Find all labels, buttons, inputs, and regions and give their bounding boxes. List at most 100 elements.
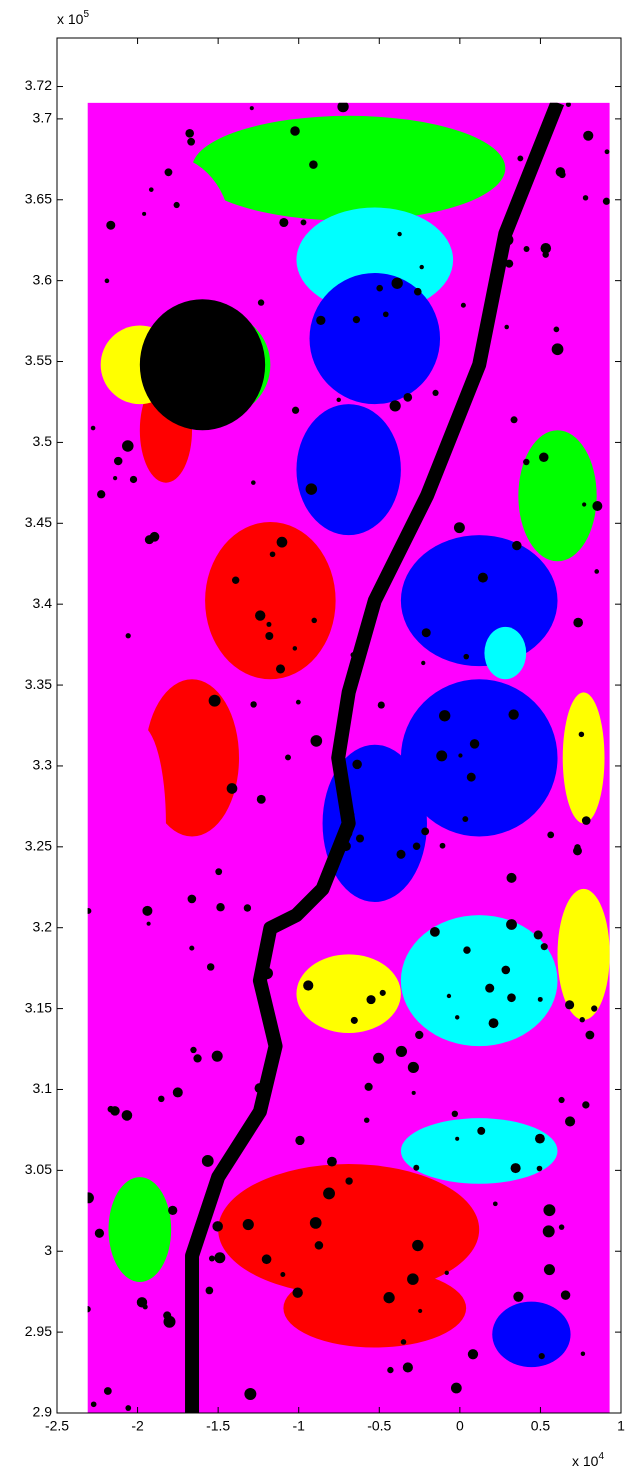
speckle — [122, 440, 134, 452]
speckle — [413, 842, 421, 850]
speckle — [535, 1134, 545, 1144]
speckle — [336, 398, 340, 402]
speckle — [561, 1290, 570, 1299]
class-region — [205, 522, 336, 679]
speckle — [581, 1352, 585, 1356]
speckle — [165, 168, 173, 176]
speckle — [605, 149, 610, 154]
speckle — [301, 219, 307, 225]
speckle — [295, 1136, 304, 1145]
classified-image — [83, 101, 610, 1413]
speckle — [544, 1264, 555, 1275]
speckle — [591, 1005, 597, 1011]
speckle — [541, 943, 548, 950]
speckle — [396, 1046, 407, 1057]
speckle — [341, 841, 351, 851]
speckle — [104, 1387, 112, 1395]
speckle — [83, 1192, 94, 1203]
y-tick-label: 3.5 — [33, 433, 53, 449]
speckle — [126, 633, 131, 638]
speckle — [467, 773, 476, 782]
speckle — [244, 904, 251, 911]
speckle — [262, 1254, 272, 1264]
y-tick-label: 3.05 — [25, 1161, 52, 1177]
speckle — [580, 1017, 585, 1022]
speckle — [353, 316, 360, 323]
page: {"chart_data": {"type": "image", "x_mult… — [0, 0, 626, 1474]
speckle — [257, 795, 266, 804]
speckle — [293, 646, 297, 650]
speckle — [309, 160, 318, 169]
speckle — [342, 828, 352, 838]
speckle — [552, 343, 564, 355]
speckle — [296, 700, 301, 705]
y-tick-label: 3.65 — [25, 190, 52, 206]
speckle — [311, 735, 323, 747]
speckle — [373, 1053, 384, 1064]
speckle — [451, 1383, 462, 1394]
speckle — [149, 187, 154, 192]
speckle — [311, 618, 317, 624]
speckle — [106, 221, 115, 230]
speckle — [517, 156, 523, 162]
speckle — [158, 1096, 164, 1102]
speckle — [461, 303, 466, 308]
speckle — [265, 632, 273, 640]
speckle — [250, 701, 256, 707]
speckle — [202, 1155, 214, 1167]
speckle — [585, 1031, 594, 1040]
speckle — [592, 501, 602, 511]
speckle — [366, 995, 375, 1004]
speckle — [507, 993, 516, 1002]
speckle — [542, 251, 548, 257]
speckle — [91, 1401, 97, 1407]
speckle — [316, 316, 325, 325]
class-region — [518, 430, 596, 561]
speckle — [258, 299, 264, 305]
speckle — [243, 1219, 254, 1230]
x-tick-label: -1 — [292, 1418, 305, 1434]
class-region — [558, 889, 610, 1020]
speckle — [403, 1362, 413, 1372]
speckle — [539, 1353, 545, 1359]
speckle — [418, 1309, 422, 1313]
speckle — [345, 1177, 352, 1184]
x-multiplier: x 104 — [572, 1451, 604, 1469]
speckle — [463, 654, 469, 660]
speckle — [125, 1405, 131, 1411]
speckle — [478, 573, 488, 583]
speckle — [173, 1087, 183, 1097]
speckle — [214, 1252, 225, 1263]
speckle — [383, 311, 389, 317]
class-region — [283, 1269, 466, 1348]
speckle — [292, 407, 299, 414]
speckle — [347, 811, 354, 818]
speckle — [187, 416, 195, 424]
speckle — [462, 816, 468, 822]
y-tick-label: 3.55 — [25, 352, 52, 368]
speckle — [108, 1106, 115, 1113]
speckle — [164, 1316, 176, 1328]
y-tick-label: 3.1 — [33, 1080, 53, 1096]
speckle — [356, 834, 364, 842]
speckle — [285, 754, 291, 760]
y-tick-label: 3.2 — [33, 918, 53, 934]
speckle — [130, 476, 137, 483]
speckle — [113, 476, 117, 480]
speckle — [511, 416, 518, 423]
class-region — [114, 725, 166, 922]
speckle — [255, 1083, 265, 1093]
speckle — [502, 234, 513, 245]
class-region — [109, 1177, 172, 1282]
y-tick-label: 3.45 — [25, 514, 52, 530]
speckle — [310, 1217, 322, 1229]
speckle — [422, 628, 431, 637]
speckle — [507, 873, 517, 883]
speckle — [603, 198, 610, 205]
speckle — [352, 760, 362, 770]
speckle — [421, 661, 425, 665]
class-region — [101, 155, 232, 312]
y-multiplier: x 105 — [57, 9, 89, 27]
speckle — [391, 278, 402, 289]
speckle — [270, 551, 276, 557]
